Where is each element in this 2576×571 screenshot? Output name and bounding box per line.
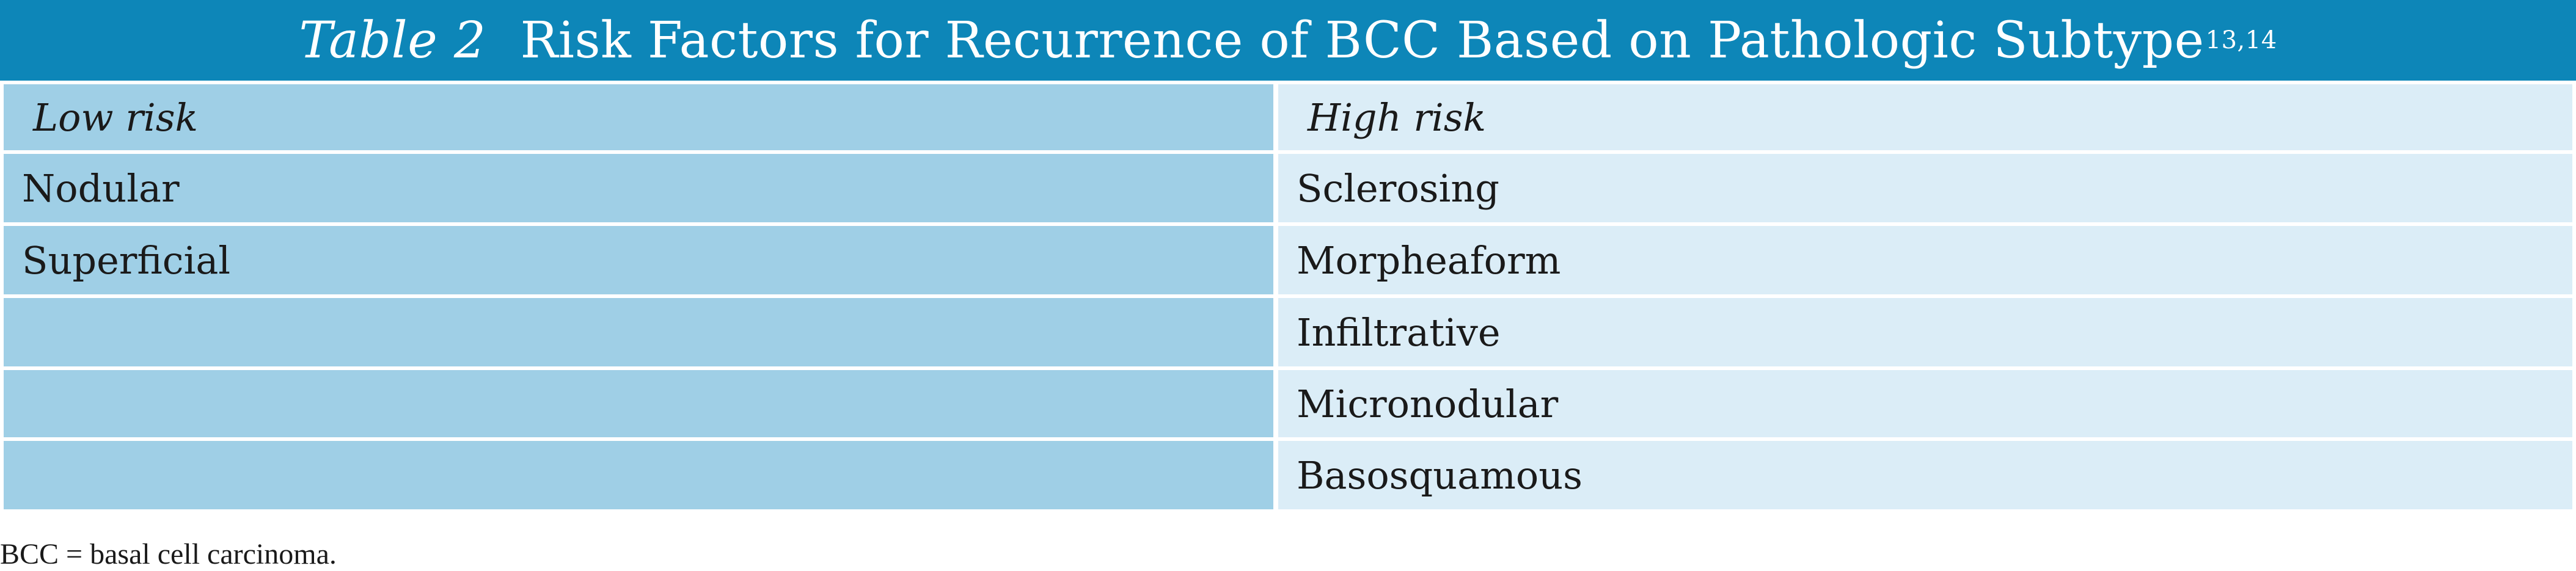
table-title-bar: Table 2 Risk Factors for Recurrence of B…: [0, 0, 2576, 81]
table-cell-low-risk: [4, 370, 1273, 437]
table-footnote: BCC = basal cell carcinoma.: [0, 538, 337, 570]
table-cell-low-risk: Superficial: [4, 226, 1273, 294]
table-cell-high-risk: Morpheaform: [1278, 226, 2572, 294]
table-title: Risk Factors for Recurrence of BCC Based…: [520, 11, 2205, 70]
table-cell-low-risk: [4, 441, 1273, 509]
column-header-low-risk: Low risk: [4, 84, 1273, 150]
table-number: Table 2: [299, 11, 486, 70]
table-cell-low-risk: Nodular: [4, 154, 1273, 222]
table-cell-high-risk: Basosquamous: [1278, 441, 2572, 509]
table-cell-high-risk: Infiltrative: [1278, 298, 2572, 366]
title-citation: 13,14: [2205, 26, 2277, 54]
table-cell-high-risk: Sclerosing: [1278, 154, 2572, 222]
table-cell-low-risk: [4, 298, 1273, 366]
column-header-high-risk: High risk: [1278, 84, 2572, 150]
table-cell-high-risk: Micronodular: [1278, 370, 2572, 437]
